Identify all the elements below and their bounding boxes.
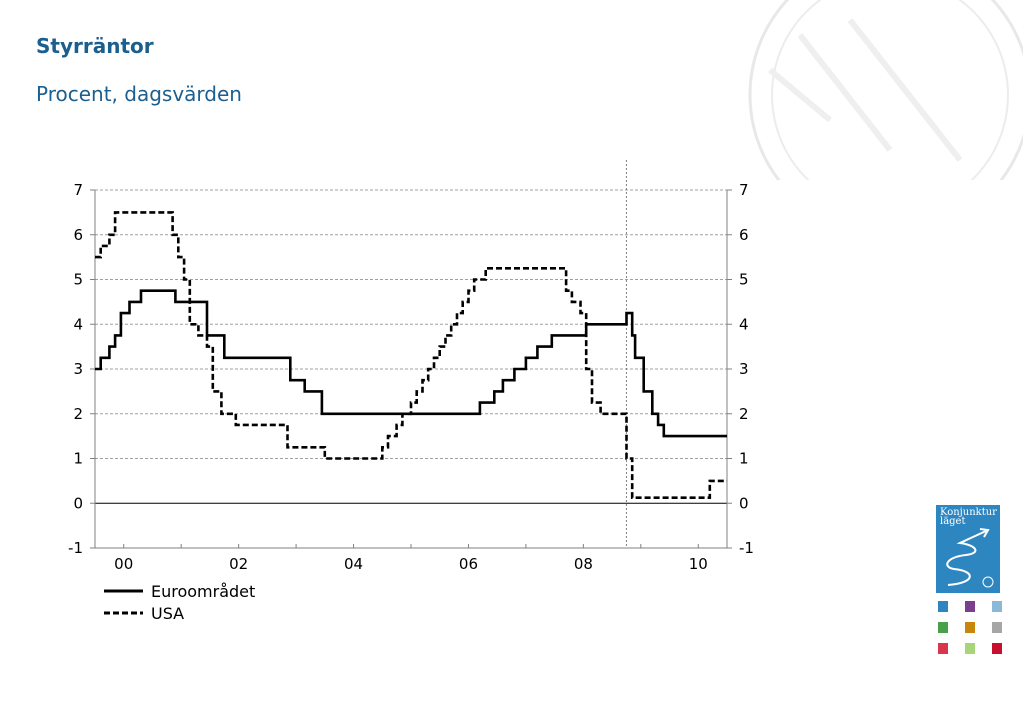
y-tick-label-right: 6 <box>739 226 749 244</box>
x-tick-label: 08 <box>574 555 593 573</box>
logo-text-line2: läget <box>940 516 966 527</box>
series-line-euroomradet <box>95 289 727 438</box>
y-tick-label-right: 2 <box>739 405 749 423</box>
logo-text-line1: Konjunktur <box>940 507 997 518</box>
y-tick-label-left: 5 <box>73 271 83 289</box>
logo-box: Konjunktur läget <box>936 505 1000 593</box>
y-tick-label-left: 6 <box>73 226 83 244</box>
logo-color-square <box>992 601 1002 612</box>
x-tick-label: 10 <box>689 555 708 573</box>
x-tick-label: 04 <box>344 555 363 573</box>
logo-color-square <box>965 601 975 612</box>
y-tick-label-right: 0 <box>739 494 749 512</box>
y-tick-label-left: 0 <box>73 494 83 512</box>
y-tick-label-right: 5 <box>739 271 749 289</box>
y-tick-label-left: 1 <box>73 450 83 468</box>
y-tick-label-right: 1 <box>739 450 749 468</box>
konjunkturlaget-logo: Konjunktur läget <box>936 505 1002 663</box>
chart-subtitle: Procent, dagsvärden <box>36 82 242 106</box>
grid-lines <box>95 160 727 548</box>
logo-color-square <box>992 622 1002 633</box>
logo-text: Konjunktur läget <box>940 507 1000 527</box>
logo-color-square <box>992 643 1002 654</box>
y-tick-label-left: 4 <box>73 315 83 333</box>
legend-label-usa: USA <box>151 604 184 623</box>
logo-color-square <box>938 622 948 633</box>
y-tick-label-right: 4 <box>739 315 749 333</box>
y-tick-label-right: 3 <box>739 360 749 378</box>
logo-color-square <box>938 643 948 654</box>
y-tick-label-left: 7 <box>73 181 83 199</box>
y-tick-label-right: 7 <box>739 181 749 199</box>
legend-label-euro: Euroområdet <box>151 582 255 601</box>
y-tick-label-right: -1 <box>739 539 754 557</box>
series-lines <box>95 211 727 499</box>
tick-labels: -1 -10 01 12 23 34 45 56 67 700 02 04 06 08 10 <box>68 181 754 573</box>
logo-color-square <box>965 622 975 633</box>
y-tick-label-left: 2 <box>73 405 83 423</box>
x-tick-label: 06 <box>459 555 478 573</box>
logo-swirl-icon <box>946 528 994 588</box>
x-tick-label: 00 <box>114 555 133 573</box>
y-tick-label-left: -1 <box>68 539 83 557</box>
legend: Euroområdet USA <box>104 582 255 623</box>
logo-color-square <box>938 601 948 612</box>
x-tick-label: 02 <box>229 555 248 573</box>
logo-color-square <box>965 643 975 654</box>
y-tick-label-left: 3 <box>73 360 83 378</box>
chart-title: Styrräntor <box>36 34 154 58</box>
series-line-usa <box>95 211 727 499</box>
ki-watermark-seal <box>748 0 1023 180</box>
